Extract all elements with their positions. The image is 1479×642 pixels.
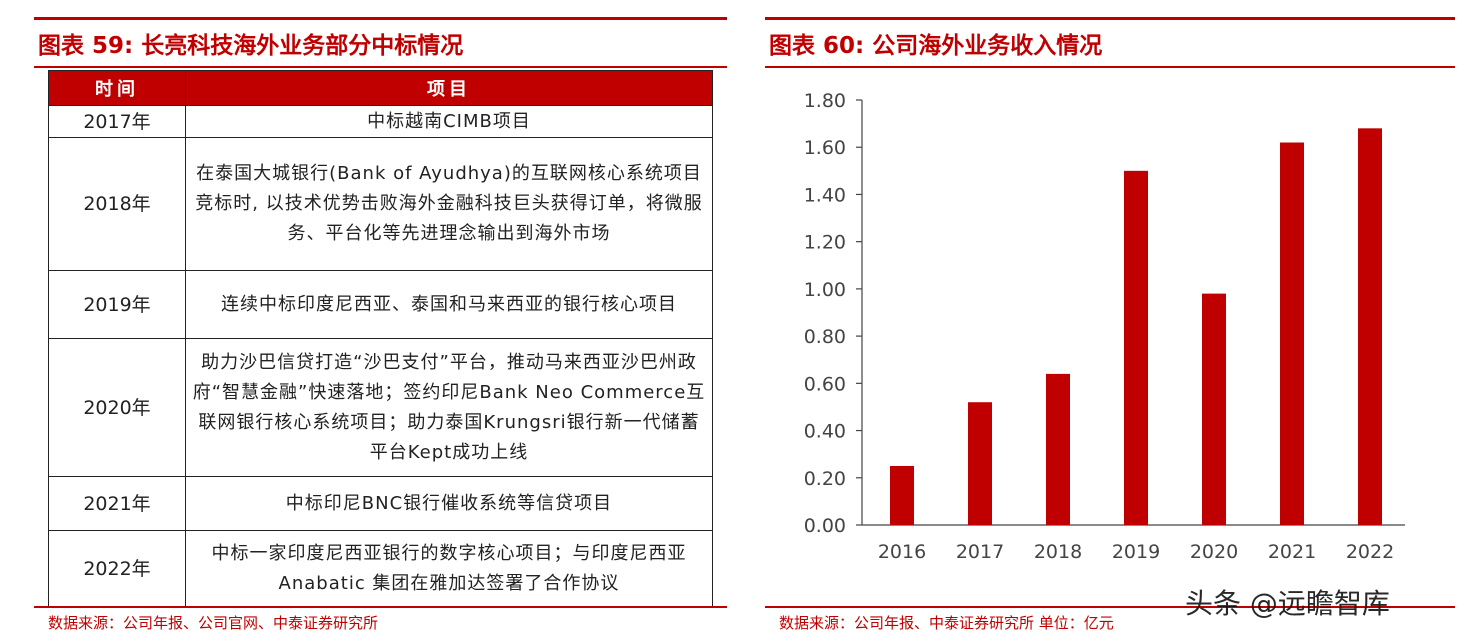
x-tick-label: 2020	[1190, 541, 1238, 563]
y-tick-label: 0.80	[804, 326, 846, 348]
header-time: 时间	[48, 70, 186, 106]
x-tick-label: 2016	[878, 541, 926, 563]
bar	[968, 402, 992, 525]
row-item: 中标一家印度尼西亚银行的数字核心项目；与印度尼西亚 Anabatic 集团在雅加…	[185, 530, 713, 607]
y-tick-label: 1.40	[804, 184, 846, 206]
y-tick-label: 1.00	[804, 279, 846, 301]
x-tick-label: 2019	[1112, 541, 1160, 563]
table-row: 2018年 在泰国大城银行(Bank of Ayudhya)的互联网核心系统项目…	[48, 137, 713, 271]
row-item: 中标印尼BNC银行催收系统等信贷项目	[185, 476, 713, 531]
row-year: 2020年	[48, 338, 186, 477]
row-item: 中标越南CIMB项目	[185, 105, 713, 138]
title-rule	[765, 66, 1455, 68]
figure-60-title: 图表 60: 公司海外业务收入情况	[769, 33, 1103, 59]
table-row: 2022年 中标一家印度尼西亚银行的数字核心项目；与印度尼西亚 Anabatic…	[48, 530, 713, 607]
bar	[890, 465, 914, 525]
bar	[1202, 293, 1226, 525]
bar	[1280, 142, 1304, 525]
row-year: 2018年	[48, 137, 186, 271]
table-row: 2021年 中标印尼BNC银行催收系统等信贷项目	[48, 476, 713, 531]
figure-59-source: 数据来源：公司年报、公司官网、中泰证券研究所	[48, 614, 379, 632]
top-rule	[765, 17, 1455, 20]
bids-table: 时间 项目 2017年 中标越南CIMB项目 2018年 在泰国大城银行(Ban…	[48, 70, 713, 607]
y-tick-label: 1.20	[804, 232, 846, 254]
figure-60-source: 数据来源：公司年报、中泰证券研究所 单位：亿元	[779, 614, 1114, 632]
x-tick-label: 2022	[1346, 541, 1394, 563]
revenue-bar-chart: 0.00 0.20 0.40 0.60 0.80 1.00 1.20 1.40 1.60 1.80…	[804, 90, 1405, 563]
y-tick-label: 0.60	[804, 373, 846, 395]
x-tick-label: 2021	[1268, 541, 1316, 563]
title-rule	[34, 66, 727, 68]
top-rule	[34, 17, 727, 20]
y-tick-label: 1.60	[804, 137, 846, 159]
y-tick-label: 1.80	[804, 90, 846, 112]
table-row: 2019年 连续中标印度尼西亚、泰国和马来西亚的银行核心项目	[48, 270, 713, 339]
table-row: 2020年 助力沙巴信贷打造“沙巴支付”平台，推动马来西亚沙巴州政府“智慧金融”…	[48, 338, 713, 477]
row-year: 2022年	[48, 530, 186, 607]
x-tick-label: 2017	[956, 541, 1004, 563]
x-tick-label: 2018	[1034, 541, 1082, 563]
table-row: 2017年 中标越南CIMB项目	[48, 105, 713, 138]
row-item: 连续中标印度尼西亚、泰国和马来西亚的银行核心项目	[185, 270, 713, 339]
y-tick-label: 0.40	[804, 421, 846, 443]
y-tick-label: 0.00	[804, 515, 846, 537]
row-item: 在泰国大城银行(Bank of Ayudhya)的互联网核心系统项目竞标时, 以…	[185, 137, 713, 271]
row-year: 2021年	[48, 476, 186, 531]
y-tick-label: 0.20	[804, 468, 846, 490]
bar	[1124, 170, 1148, 525]
header-item: 项目	[185, 70, 713, 106]
source-rule	[765, 606, 1455, 608]
table-panel: 图表 59: 长亮科技海外业务部分中标情况 时间 项目 2017年 中标越南CI…	[34, 0, 727, 642]
row-year: 2019年	[48, 270, 186, 339]
bar	[1358, 128, 1382, 526]
figure-59-title: 图表 59: 长亮科技海外业务部分中标情况	[38, 33, 464, 59]
watermark: 头条 @远瞻智库	[1185, 587, 1390, 620]
row-item: 助力沙巴信贷打造“沙巴支付”平台，推动马来西亚沙巴州政府“智慧金融”快速落地；签…	[185, 338, 713, 477]
source-rule	[34, 606, 727, 608]
table-header-row: 时间 项目	[48, 70, 713, 106]
chart-panel: 图表 60: 公司海外业务收入情况 0.00 0.20 0.40 0.60 0.80 1.…	[765, 0, 1455, 642]
row-year: 2017年	[48, 105, 186, 138]
bar	[1046, 373, 1070, 525]
